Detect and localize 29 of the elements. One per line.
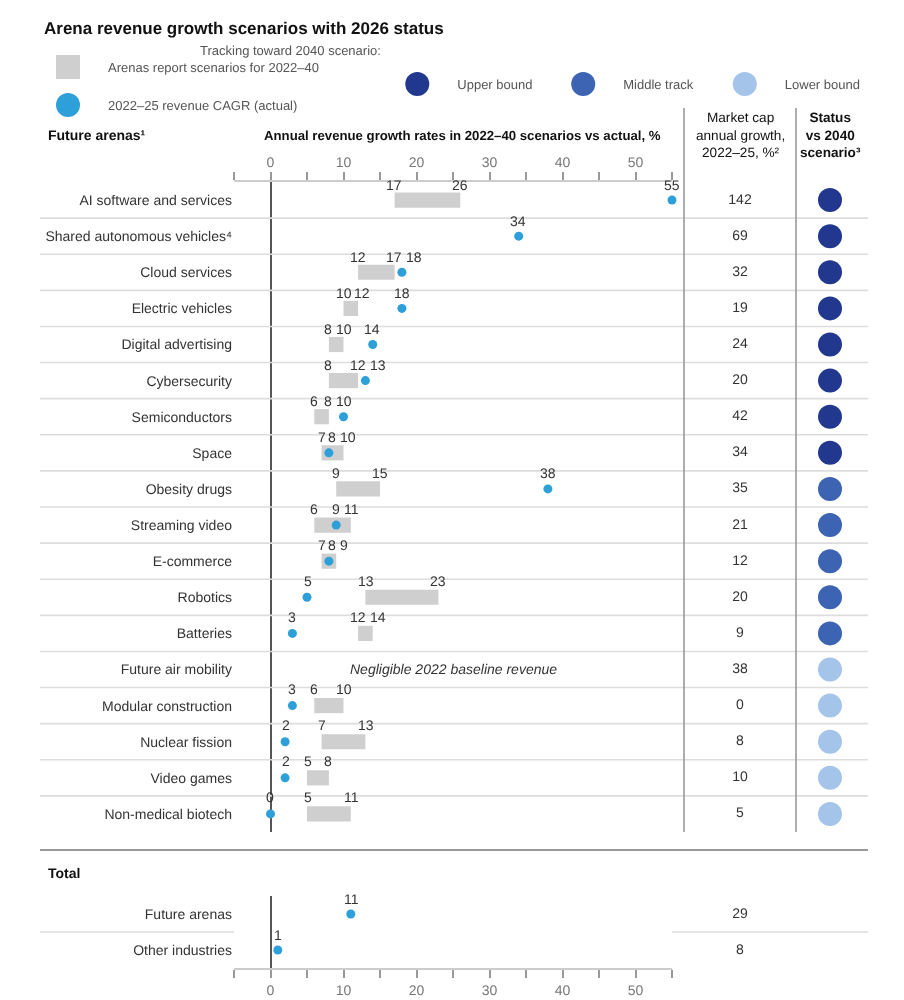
bar	[358, 264, 395, 280]
chart-title: Arena revenue growth scenarios with 2026 status	[44, 18, 445, 38]
bar	[358, 625, 373, 641]
bar	[328, 373, 359, 389]
bar	[314, 698, 344, 714]
point	[302, 592, 312, 602]
bar	[343, 300, 359, 316]
bar	[307, 770, 329, 786]
point	[280, 773, 290, 783]
bar	[321, 734, 366, 750]
point	[368, 340, 378, 349]
bar	[394, 192, 461, 208]
bar	[328, 336, 344, 353]
bar	[307, 806, 351, 822]
point	[266, 809, 275, 819]
point	[397, 303, 407, 313]
point	[280, 737, 290, 747]
bar	[365, 589, 439, 605]
point	[339, 412, 348, 422]
point	[287, 701, 297, 711]
point	[397, 267, 407, 277]
bar	[314, 517, 351, 533]
point	[667, 195, 677, 205]
point	[360, 376, 370, 386]
bar	[314, 409, 329, 425]
point	[287, 628, 297, 638]
bar	[336, 481, 380, 497]
point	[514, 231, 524, 241]
point	[543, 484, 553, 494]
